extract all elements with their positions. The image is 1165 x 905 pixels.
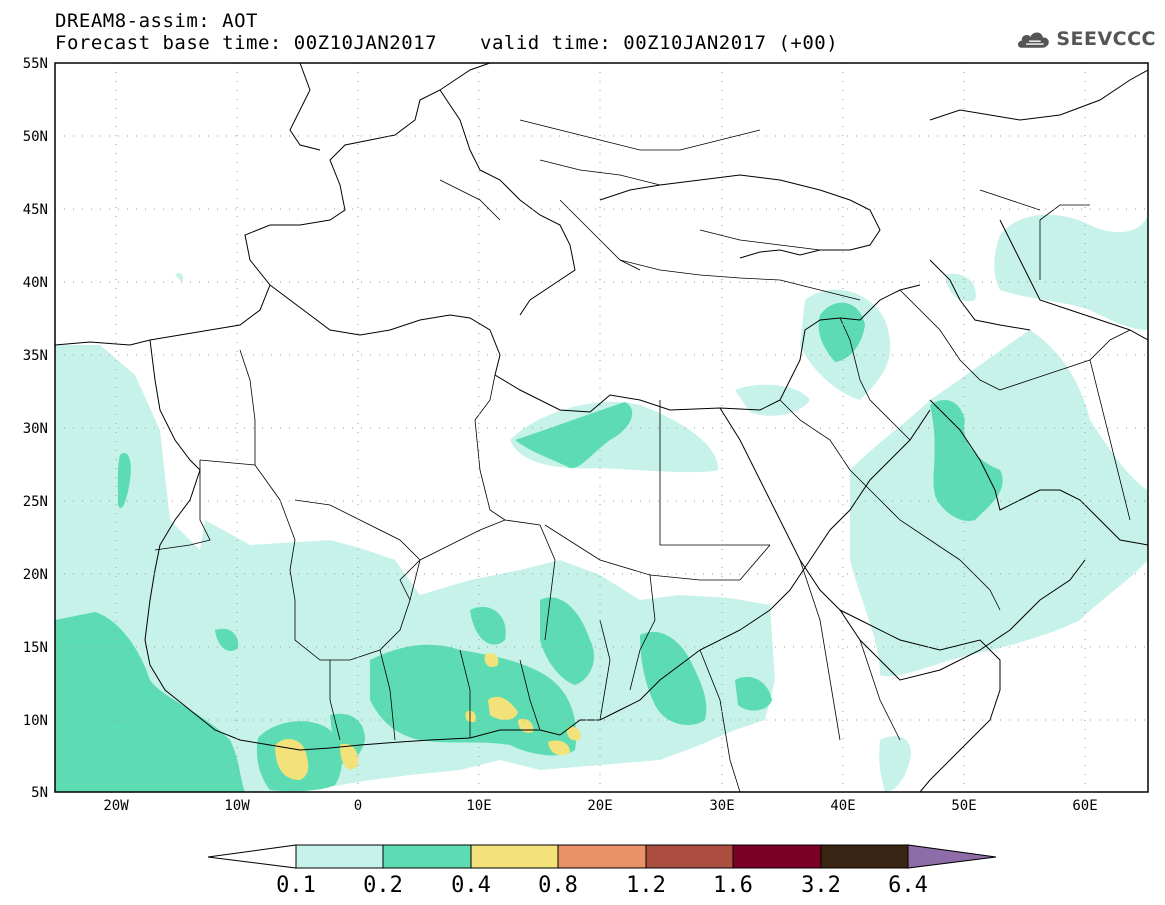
lat-label: 45N: [23, 202, 48, 218]
colorbar-swatch: [820, 844, 909, 869]
colorbar-swatch: [382, 844, 472, 869]
colorbar-label: 6.4: [888, 873, 928, 898]
colorbar-label: 0.2: [363, 873, 403, 898]
lat-label: 40N: [23, 275, 48, 291]
lat-label: 20N: [23, 567, 48, 583]
lat-label: 25N: [23, 494, 48, 510]
aot-field: [55, 63, 1148, 792]
lon-label: 30E: [709, 798, 734, 814]
colorbar: 0.1 0.2 0.4 0.8 1.2 1.6 3.2 6.4: [207, 844, 997, 898]
colorbar-label: 3.2: [801, 873, 841, 898]
lat-label: 5N: [31, 785, 48, 801]
lon-label: 20E: [587, 798, 612, 814]
lat-label: 10N: [23, 713, 48, 729]
lon-label: 10W: [224, 798, 250, 814]
valid-time: valid time: 00Z10JAN2017 (+00): [480, 32, 839, 54]
lon-label: 20W: [103, 798, 129, 814]
colorbar-swatch: [732, 844, 822, 869]
colorbar-low-arrow: [207, 844, 297, 869]
coastlines: [55, 63, 1148, 792]
colorbar-label: 1.2: [626, 873, 666, 898]
colorbar-swatch: [295, 844, 384, 869]
aot-high-areas: [275, 653, 581, 780]
lon-label: 50E: [951, 798, 976, 814]
map-frame: [54, 62, 1149, 793]
colorbar-label: 0.4: [451, 873, 491, 898]
seevccc-logo: SEEVCCC: [1016, 22, 1156, 56]
colorbar-swatch: [470, 844, 559, 869]
lat-label: 50N: [23, 129, 48, 145]
lat-label: 15N: [23, 640, 48, 656]
cloud-logo-icon: [1017, 32, 1049, 48]
colorbar-high-arrow: [907, 844, 997, 869]
longitude-labels: 20W 10W 0 10E 20E 30E 40E 50E 60E: [103, 798, 1097, 814]
colorbar-label: 1.6: [713, 873, 753, 898]
colorbar-label: 0.8: [538, 873, 578, 898]
latitude-labels: 55N 50N 45N 40N 35N 30N 25N 20N 15N 10N …: [23, 56, 48, 801]
country-borders: [154, 119, 1131, 792]
lat-label: 55N: [23, 56, 48, 72]
logo-text: SEEVCCC: [1056, 28, 1156, 50]
lat-label: 30N: [23, 421, 48, 437]
colorbar-swatch: [645, 844, 734, 869]
forecast-base-time: Forecast base time: 00Z10JAN2017: [55, 32, 438, 54]
colorbar-label: 0.1: [276, 873, 316, 898]
lon-label: 40E: [830, 798, 855, 814]
colorbar-swatch: [557, 844, 647, 869]
lon-label: 0: [354, 798, 362, 814]
map-title: DREAM8-assim: AOT: [55, 10, 258, 32]
lon-label: 60E: [1072, 798, 1097, 814]
lon-label: 10E: [466, 798, 491, 814]
lat-label: 35N: [23, 348, 48, 364]
